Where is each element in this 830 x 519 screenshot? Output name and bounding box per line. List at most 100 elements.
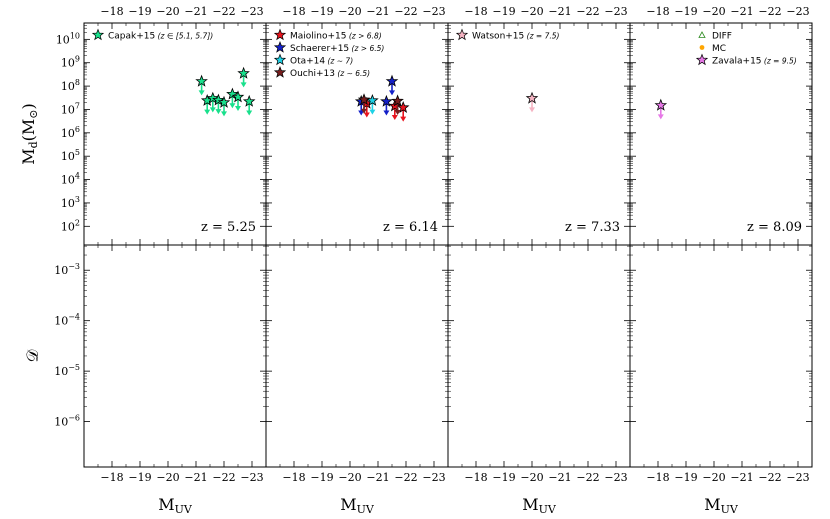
mc-point <box>96 0 100 2</box>
mc-point <box>108 0 112 2</box>
mc-point <box>84 0 88 2</box>
mc-point <box>113 0 117 2</box>
observation-star <box>357 93 371 106</box>
mc-point <box>271 0 275 2</box>
mc-point <box>693 0 697 2</box>
mc-point <box>666 0 670 2</box>
mc-point <box>177 0 181 2</box>
mc-point <box>89 0 93 2</box>
mc-point <box>152 0 156 2</box>
mc-point <box>86 0 90 2</box>
mc-point <box>239 0 243 2</box>
mc-point <box>188 0 192 2</box>
mc-point <box>649 0 653 2</box>
mc-point <box>643 0 647 2</box>
mc-point <box>695 0 699 2</box>
mc-point <box>175 0 179 2</box>
mc-point <box>646 0 650 2</box>
mc-point <box>264 0 268 2</box>
mc-point <box>633 0 637 2</box>
mc-point <box>752 0 756 2</box>
mc-point <box>180 0 184 2</box>
mc-point <box>459 0 463 2</box>
mc-point <box>269 0 273 2</box>
mc-point <box>240 0 244 2</box>
mc-point <box>425 0 429 2</box>
mc-point <box>82 0 86 2</box>
mc-point <box>101 0 105 2</box>
mc-point <box>280 0 284 2</box>
mc-point <box>724 0 728 2</box>
mc-point <box>289 0 293 2</box>
mc-point <box>718 0 722 2</box>
mc-point <box>82 0 86 2</box>
mc-point <box>504 0 508 2</box>
mc-point <box>651 0 655 2</box>
legend-star-marker <box>273 41 287 53</box>
mc-point <box>107 0 111 2</box>
mc-point <box>305 0 309 2</box>
mc-point <box>519 0 523 2</box>
mc-point <box>228 0 232 2</box>
mc-point <box>228 0 232 2</box>
mc-point <box>491 0 495 2</box>
mc-point <box>182 0 186 2</box>
mc-point <box>633 0 637 2</box>
mc-point <box>85 0 89 2</box>
mc-point <box>363 0 367 2</box>
mc-point <box>408 0 412 2</box>
mc-point <box>112 0 116 2</box>
mc-point <box>204 0 208 2</box>
mc-point <box>641 0 645 2</box>
mc-point <box>473 0 477 2</box>
mc-point <box>477 0 481 2</box>
mc-point <box>543 0 547 2</box>
mc-point <box>112 0 116 2</box>
mc-point <box>267 0 271 2</box>
mc-point <box>632 0 636 2</box>
mc-point <box>446 0 450 2</box>
mc-point <box>199 0 203 2</box>
mc-point <box>326 0 330 2</box>
mc-point <box>421 0 425 2</box>
mc-point <box>744 0 748 2</box>
mc-point <box>655 0 659 2</box>
mc-point <box>95 0 99 2</box>
mc-point <box>135 0 139 2</box>
mc-point <box>92 0 96 2</box>
mc-point <box>157 0 161 2</box>
mc-point <box>128 0 132 2</box>
mc-point <box>629 0 633 2</box>
mc-point <box>327 0 331 2</box>
mc-point <box>86 0 90 2</box>
mc-point <box>447 0 451 2</box>
mc-point <box>151 0 155 2</box>
mc-point <box>644 0 648 2</box>
mc-point <box>97 0 101 2</box>
mc-point <box>569 0 573 2</box>
mc-point <box>172 0 176 2</box>
mc-point <box>647 0 651 2</box>
mc-point <box>157 0 161 2</box>
mc-point <box>121 0 125 2</box>
mc-point <box>634 0 638 2</box>
redshift-label: z = 7.33 <box>565 220 620 235</box>
mc-point <box>498 0 502 2</box>
mc-point <box>265 0 269 2</box>
mc-point <box>701 0 705 2</box>
mc-point <box>229 0 233 2</box>
mc-point <box>639 0 643 2</box>
mc-point <box>735 0 739 2</box>
mc-point <box>382 0 386 2</box>
upper-limit-arrowhead <box>358 110 365 116</box>
mc-point <box>341 0 345 2</box>
mc-point <box>382 0 386 2</box>
top-x-tick-label: −22 <box>758 5 781 18</box>
mc-point <box>122 0 126 2</box>
mc-point <box>729 0 733 2</box>
mc-point <box>530 0 534 2</box>
mc-point <box>707 0 711 2</box>
mc-point <box>630 0 634 2</box>
mc-point <box>384 0 388 2</box>
mc-point <box>736 0 740 2</box>
